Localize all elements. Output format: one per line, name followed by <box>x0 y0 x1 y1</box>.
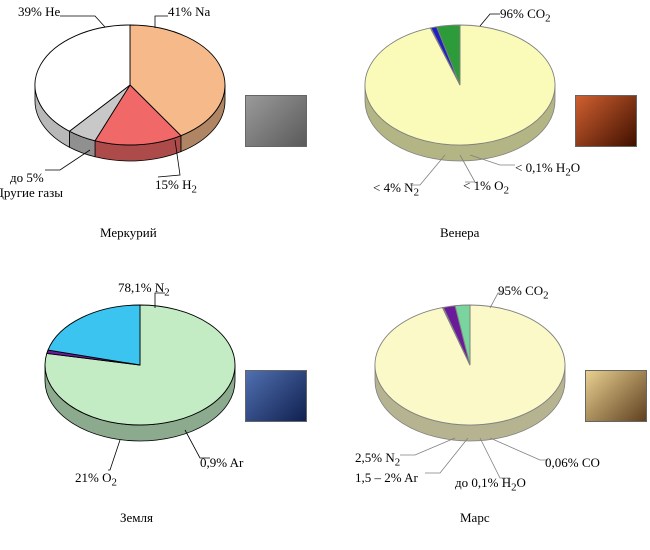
name-mars: Марс <box>460 510 490 526</box>
chart-label: 15% H2 <box>155 177 197 196</box>
chart-label: 39% He <box>18 4 60 20</box>
chart-label: 2,5% N2 <box>355 450 400 469</box>
chart-label: 78,1% N2 <box>118 280 170 299</box>
chart-label: 21% O2 <box>75 470 117 489</box>
chart-label: до 0,1% H2O <box>455 475 526 494</box>
chart-label: < 4% N2 <box>373 180 419 199</box>
chart-label: 41% Na <box>168 4 210 20</box>
chart-label: 95% CO2 <box>498 283 549 302</box>
thumb-mars <box>585 370 647 422</box>
chart-label: до 5% <box>10 170 44 186</box>
chart-label: 1,5 – 2% Ar <box>355 470 418 486</box>
chart-label: 96% CO2 <box>500 6 551 25</box>
chart-label: Другие газы <box>0 185 63 201</box>
chart-label: 0,9% Ar <box>200 455 243 471</box>
chart-label: < 0,1% H2O <box>515 160 580 179</box>
chart-label: 0,06% CO <box>545 455 600 471</box>
chart-label: < 1% O2 <box>463 178 509 197</box>
